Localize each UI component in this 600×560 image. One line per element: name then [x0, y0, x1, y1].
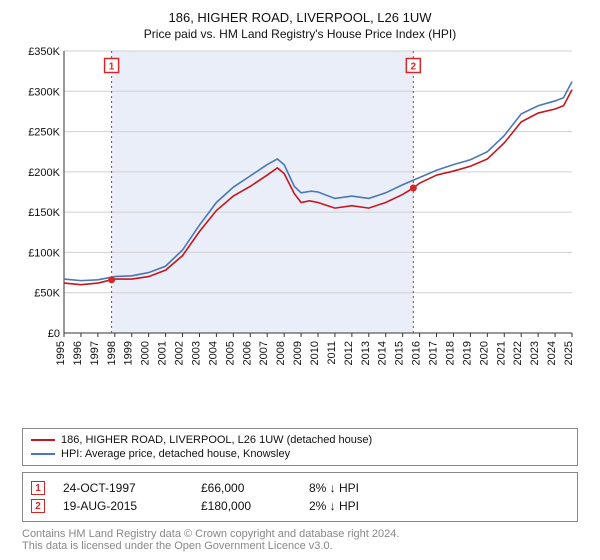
trade-note: 2% ↓ HPI [309, 499, 359, 513]
svg-text:2006: 2006 [241, 341, 253, 365]
svg-text:2005: 2005 [224, 341, 236, 365]
svg-text:2: 2 [411, 62, 417, 73]
legend-label: HPI: Average price, detached house, Know… [61, 448, 290, 460]
trade-note: 8% ↓ HPI [309, 481, 359, 495]
trade-marker: 1 [31, 481, 45, 495]
svg-text:2004: 2004 [207, 341, 219, 365]
svg-text:2022: 2022 [512, 341, 524, 365]
trade-price: £180,000 [201, 499, 291, 513]
svg-text:1995: 1995 [55, 341, 67, 365]
svg-text:£0: £0 [48, 328, 60, 340]
trade-date: 24-OCT-1997 [63, 481, 183, 495]
svg-text:2012: 2012 [343, 341, 355, 365]
svg-text:2011: 2011 [326, 341, 338, 365]
legend-swatch [31, 453, 55, 455]
page-title: 186, HIGHER ROAD, LIVERPOOL, L26 1UW [22, 10, 578, 25]
svg-text:2015: 2015 [394, 341, 406, 365]
footer-line: Contains HM Land Registry data © Crown c… [22, 528, 578, 540]
svg-text:1999: 1999 [123, 341, 135, 365]
legend: 186, HIGHER ROAD, LIVERPOOL, L26 1UW (de… [22, 428, 578, 466]
svg-text:£350K: £350K [28, 46, 60, 58]
trade-date: 19-AUG-2015 [63, 499, 183, 513]
svg-text:2001: 2001 [157, 341, 169, 365]
footer-line: This data is licensed under the Open Gov… [22, 540, 578, 552]
svg-text:2025: 2025 [563, 341, 575, 365]
svg-text:2023: 2023 [529, 341, 541, 365]
svg-text:2003: 2003 [190, 341, 202, 365]
svg-text:2008: 2008 [275, 341, 287, 365]
svg-text:2024: 2024 [546, 341, 558, 365]
svg-text:2010: 2010 [309, 341, 321, 365]
svg-text:£300K: £300K [28, 86, 60, 98]
legend-row: 186, HIGHER ROAD, LIVERPOOL, L26 1UW (de… [31, 433, 569, 447]
svg-text:1: 1 [109, 62, 115, 73]
svg-text:2019: 2019 [461, 341, 473, 365]
legend-row: HPI: Average price, detached house, Know… [31, 447, 569, 461]
svg-text:2016: 2016 [411, 341, 423, 365]
svg-text:2014: 2014 [377, 341, 389, 365]
svg-text:£150K: £150K [28, 207, 60, 219]
svg-text:2007: 2007 [258, 341, 270, 365]
svg-text:2021: 2021 [495, 341, 507, 365]
svg-text:2002: 2002 [174, 341, 186, 365]
svg-text:2013: 2013 [360, 341, 372, 365]
svg-text:2009: 2009 [292, 341, 304, 365]
svg-text:£50K: £50K [34, 288, 60, 300]
svg-text:£100K: £100K [28, 247, 60, 259]
price-chart: £0 £50K £100K £150K £200K £250K £300K £350K 1995… [22, 45, 578, 422]
transactions: 1 24-OCT-1997 £66,000 8% ↓ HPI 2 19-AUG-2015 £… [22, 472, 578, 522]
svg-text:1998: 1998 [106, 341, 118, 365]
footer-attribution: Contains HM Land Registry data © Crown c… [22, 528, 578, 552]
trade-marker: 2 [31, 499, 45, 513]
trade-row: 2 19-AUG-2015 £180,000 2% ↓ HPI [31, 497, 569, 515]
trade-price: £66,000 [201, 481, 291, 495]
svg-text:2000: 2000 [140, 341, 152, 365]
trade-row: 1 24-OCT-1997 £66,000 8% ↓ HPI [31, 479, 569, 497]
page-subtitle: Price paid vs. HM Land Registry's House … [22, 27, 578, 41]
svg-text:2018: 2018 [444, 341, 456, 365]
svg-text:£200K: £200K [28, 167, 60, 179]
svg-text:1997: 1997 [89, 341, 101, 365]
svg-text:1996: 1996 [72, 341, 84, 365]
svg-text:2017: 2017 [428, 341, 440, 365]
legend-swatch [31, 439, 55, 441]
legend-label: 186, HIGHER ROAD, LIVERPOOL, L26 1UW (de… [61, 434, 372, 446]
svg-text:2020: 2020 [478, 341, 490, 365]
svg-text:£250K: £250K [28, 127, 60, 139]
chart-svg: £0 £50K £100K £150K £200K £250K £300K £350K 1995… [22, 45, 578, 375]
